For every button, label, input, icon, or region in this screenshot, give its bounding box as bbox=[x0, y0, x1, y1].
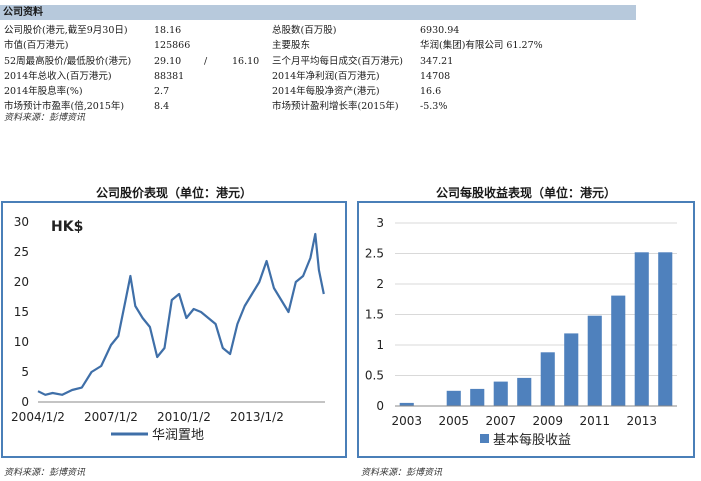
eps-legend-label: 基本每股收益 bbox=[493, 432, 571, 448]
price-y-tick-label: 30 bbox=[14, 215, 29, 229]
eps-bar bbox=[634, 252, 649, 406]
info-label: 2014年净利润(百万港元) bbox=[272, 70, 380, 82]
info-label: 市场预计市盈率(倍,2015年) bbox=[4, 101, 125, 113]
eps-bar bbox=[587, 315, 602, 406]
eps-bar bbox=[564, 333, 579, 406]
info-label: 公司股价(港元,截至9月30日) bbox=[4, 25, 128, 36]
info-separator: / bbox=[204, 55, 208, 67]
info-value: 29.10 bbox=[154, 55, 182, 67]
info-label: 市值(百万港元) bbox=[4, 40, 69, 52]
info-label: 2014年总收入(百万港元) bbox=[4, 70, 112, 82]
price-chart-source-note: 资料来源：彭博资讯 bbox=[4, 468, 86, 478]
price-y-tick-label: 10 bbox=[14, 335, 29, 349]
info-label: 主要股东 bbox=[272, 40, 311, 52]
eps-x-tick-label: 2011 bbox=[579, 414, 610, 428]
info-value: 2.7 bbox=[154, 86, 170, 98]
info-value: 16.6 bbox=[420, 86, 442, 98]
info-value: -5.3% bbox=[420, 101, 448, 113]
info-value: 16.10 bbox=[232, 55, 260, 67]
eps-bar bbox=[611, 295, 626, 406]
info-row: 52周最高股价/最低股价(港元) 29.10 / 16.10 三个月平均每日成交… bbox=[4, 54, 644, 69]
info-value: 华润(集团)有限公司 61.27% bbox=[420, 40, 543, 52]
eps-y-tick-label: 0 bbox=[376, 399, 384, 413]
price-x-tick-label: 2010/1/2 bbox=[157, 410, 211, 424]
eps-x-tick-label: 2005 bbox=[438, 414, 469, 428]
info-row: 市场预计市盈率(倍,2015年) 8.4 市场预计盈利增长率(2015年) -5… bbox=[4, 99, 644, 114]
info-label: 52周最高股价/最低股价(港元) bbox=[4, 55, 132, 67]
price-chart: 0 5 10 15 20 25 30 2004/1/2 2007/1/2 2010/1/2 201… bbox=[11, 215, 325, 443]
eps-x-tick-label: 2009 bbox=[532, 414, 563, 428]
price-y-tick-label: 25 bbox=[14, 245, 29, 259]
info-value: 8.4 bbox=[154, 101, 170, 113]
info-value: 347.21 bbox=[420, 55, 454, 67]
eps-chart-title: 公司每股收益表现（单位：港元） bbox=[435, 186, 616, 200]
info-row: 2014年总收入(百万港元) 88381 2014年净利润(百万港元) 1470… bbox=[4, 69, 644, 84]
eps-y-tick-label: 2 bbox=[376, 277, 384, 291]
price-y-tick-label: 5 bbox=[21, 365, 29, 379]
info-value: 18.16 bbox=[154, 25, 182, 36]
info-value: 88381 bbox=[154, 70, 185, 82]
info-row: 公司股价(港元,截至9月30日) 18.16 总股数(百万股) 6930.94 bbox=[4, 23, 644, 38]
eps-x-tick-label: 2003 bbox=[391, 414, 422, 428]
price-y-tick-label: 20 bbox=[14, 275, 29, 289]
eps-bar bbox=[540, 352, 555, 406]
info-source-note: 资料来源：彭博资讯 bbox=[4, 113, 86, 123]
price-y-tick-label: 15 bbox=[14, 305, 29, 319]
price-y-tick-label: 0 bbox=[21, 395, 29, 409]
price-chart-frame: 0 5 10 15 20 25 30 2004/1/2 2007/1/2 2010/1/2 201… bbox=[1, 201, 347, 458]
eps-bar bbox=[446, 390, 461, 407]
price-series-line bbox=[37, 232, 325, 396]
info-row: 2014年股息率(%) 2.7 2014年每股净资产(港元) 16.6 bbox=[4, 84, 644, 99]
price-x-tick-label: 2004/1/2 bbox=[11, 410, 65, 424]
eps-y-tick-label: 0.5 bbox=[365, 369, 384, 383]
eps-bar bbox=[517, 377, 532, 406]
eps-x-tick-label: 2013 bbox=[626, 414, 657, 428]
info-value: 125866 bbox=[154, 40, 191, 52]
info-label: 2014年股息率(%) bbox=[4, 86, 83, 98]
company-info-header: 公司资料 bbox=[0, 5, 636, 20]
company-info-table: 公司股价(港元,截至9月30日) 18.16 总股数(百万股) 6930.94 … bbox=[4, 23, 644, 115]
eps-x-tick-label: 2007 bbox=[485, 414, 516, 428]
info-label: 市场预计盈利增长率(2015年) bbox=[272, 101, 399, 113]
eps-bar bbox=[470, 388, 485, 406]
price-legend-label: 华润置地 bbox=[152, 428, 204, 443]
eps-y-tick-label: 2.5 bbox=[365, 247, 384, 261]
eps-bar bbox=[399, 402, 414, 406]
info-row: 市值(百万港元) 125866 主要股东 华润(集团)有限公司 61.27% bbox=[4, 38, 644, 53]
eps-chart-source-note: 资料来源：彭博资讯 bbox=[361, 468, 443, 478]
info-label: 总股数(百万股) bbox=[272, 25, 337, 36]
eps-legend-swatch bbox=[480, 434, 489, 443]
price-unit-label: HK$ bbox=[51, 219, 83, 235]
info-label: 2014年每股净资产(港元) bbox=[272, 86, 380, 98]
eps-y-tick-label: 1.5 bbox=[365, 308, 384, 322]
price-x-tick-label: 2013/1/2 bbox=[230, 410, 284, 424]
eps-chart-frame: 0 0.5 1 1.5 2 2.5 3 2003 2005 2007 2009 2011 2013 基… bbox=[357, 201, 695, 458]
price-x-tick-label: 2007/1/2 bbox=[84, 410, 138, 424]
eps-bar bbox=[493, 381, 508, 406]
eps-chart: 0 0.5 1 1.5 2 2.5 3 2003 2005 2007 2009 2011 2013 基… bbox=[365, 216, 677, 448]
info-value: 14708 bbox=[420, 70, 451, 82]
info-value: 6930.94 bbox=[420, 25, 460, 36]
price-chart-title: 公司股价表现（单位：港元） bbox=[95, 186, 252, 200]
eps-bar bbox=[658, 252, 673, 406]
info-label: 三个月平均每日成交(百万港元) bbox=[272, 55, 403, 67]
eps-y-tick-label: 1 bbox=[376, 338, 384, 352]
eps-y-tick-label: 3 bbox=[376, 216, 384, 230]
